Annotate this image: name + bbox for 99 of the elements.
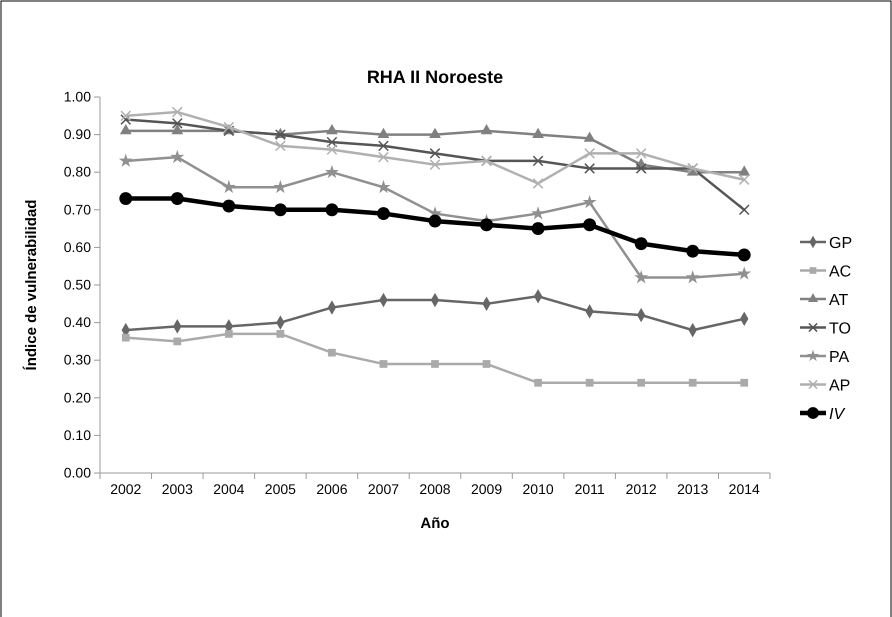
x-axis-title: Año [420, 515, 450, 532]
point [380, 360, 388, 368]
point [738, 165, 750, 176]
point [738, 248, 751, 262]
point [686, 270, 700, 284]
legend-label: IV [829, 406, 846, 423]
point [222, 200, 236, 212]
point [586, 378, 594, 387]
point [532, 222, 545, 236]
x-tick-label: 2013 [677, 481, 708, 498]
y-tick-label: 0.90 [64, 126, 92, 142]
point [737, 266, 752, 280]
x-tick-label: 2012 [626, 481, 657, 498]
chart-title: RHA II Noroeste [366, 67, 504, 87]
point [324, 164, 339, 178]
y-tick-label: 0.80 [64, 164, 92, 180]
point [688, 378, 697, 387]
point [740, 378, 748, 387]
point [738, 204, 750, 216]
point [430, 148, 440, 159]
point [636, 162, 647, 174]
legend-label: GP [829, 235, 852, 252]
point [637, 378, 646, 387]
point [636, 148, 647, 159]
legend-label: AP [829, 378, 850, 394]
point [325, 203, 338, 216]
y-tick-label: 0.40 [64, 314, 92, 330]
legend-label: TO [829, 320, 851, 338]
point [584, 162, 596, 174]
point [170, 150, 184, 164]
point [634, 270, 648, 284]
point [686, 244, 700, 258]
x-tick-label: 2002 [110, 481, 142, 498]
point [582, 194, 597, 208]
x-tick-label: 2011 [574, 481, 605, 498]
point [171, 124, 184, 134]
y-tick-label: 0.70 [64, 201, 92, 218]
point [173, 338, 182, 346]
point [532, 128, 544, 138]
y-tick-label: 0.30 [64, 352, 92, 368]
y-tick-label: 0.10 [64, 426, 92, 443]
point [378, 140, 389, 152]
y-axis-title: Índice de vulnerabilidad [22, 200, 40, 370]
point [224, 330, 233, 338]
point [378, 128, 390, 138]
point [223, 122, 234, 133]
point [122, 334, 130, 342]
x-tick-label: 2010 [522, 481, 554, 498]
point [480, 218, 493, 232]
x-tick-label: 2006 [316, 481, 348, 498]
x-tick-label: 2008 [419, 481, 451, 498]
point [172, 118, 183, 129]
point [480, 124, 492, 134]
point [738, 174, 750, 186]
x-tick-label: 2003 [162, 481, 194, 498]
point [531, 206, 546, 220]
x-tick-label: 2009 [470, 481, 502, 498]
point [276, 330, 284, 338]
legend-label: AT [829, 292, 848, 309]
point [430, 159, 440, 170]
point [274, 203, 287, 216]
point [584, 148, 596, 159]
x-tick-label: 2007 [368, 481, 400, 498]
point [120, 114, 132, 126]
point [584, 132, 596, 142]
x-tick-label: 2014 [728, 481, 760, 498]
point [532, 178, 544, 189]
y-tick-label: 0.20 [64, 389, 92, 406]
point [326, 124, 338, 134]
point [170, 192, 184, 205]
y-tick-label: 0.50 [64, 276, 92, 292]
point [431, 360, 439, 368]
y-tick-label: 0.60 [64, 238, 92, 255]
point [428, 214, 442, 228]
point [583, 218, 596, 232]
x-tick-label: 2005 [264, 481, 296, 498]
point [274, 129, 286, 140]
point [118, 154, 133, 167]
point [378, 152, 389, 163]
point [482, 360, 490, 368]
point [634, 237, 648, 250]
point [119, 192, 132, 205]
legend-label: AC [829, 264, 852, 280]
legend-label: PA [829, 349, 850, 366]
point [326, 136, 338, 148]
point [172, 106, 183, 118]
point [377, 207, 390, 220]
point [429, 128, 441, 138]
point [328, 348, 336, 357]
point [326, 144, 338, 156]
point [120, 124, 132, 134]
y-tick-label: 0.00 [64, 464, 92, 480]
point [274, 140, 286, 152]
point [222, 180, 236, 194]
point [120, 110, 132, 122]
point [534, 378, 542, 387]
point [532, 155, 544, 166]
y-tick-label: 1.00 [64, 88, 92, 104]
x-tick-label: 2004 [213, 481, 245, 498]
